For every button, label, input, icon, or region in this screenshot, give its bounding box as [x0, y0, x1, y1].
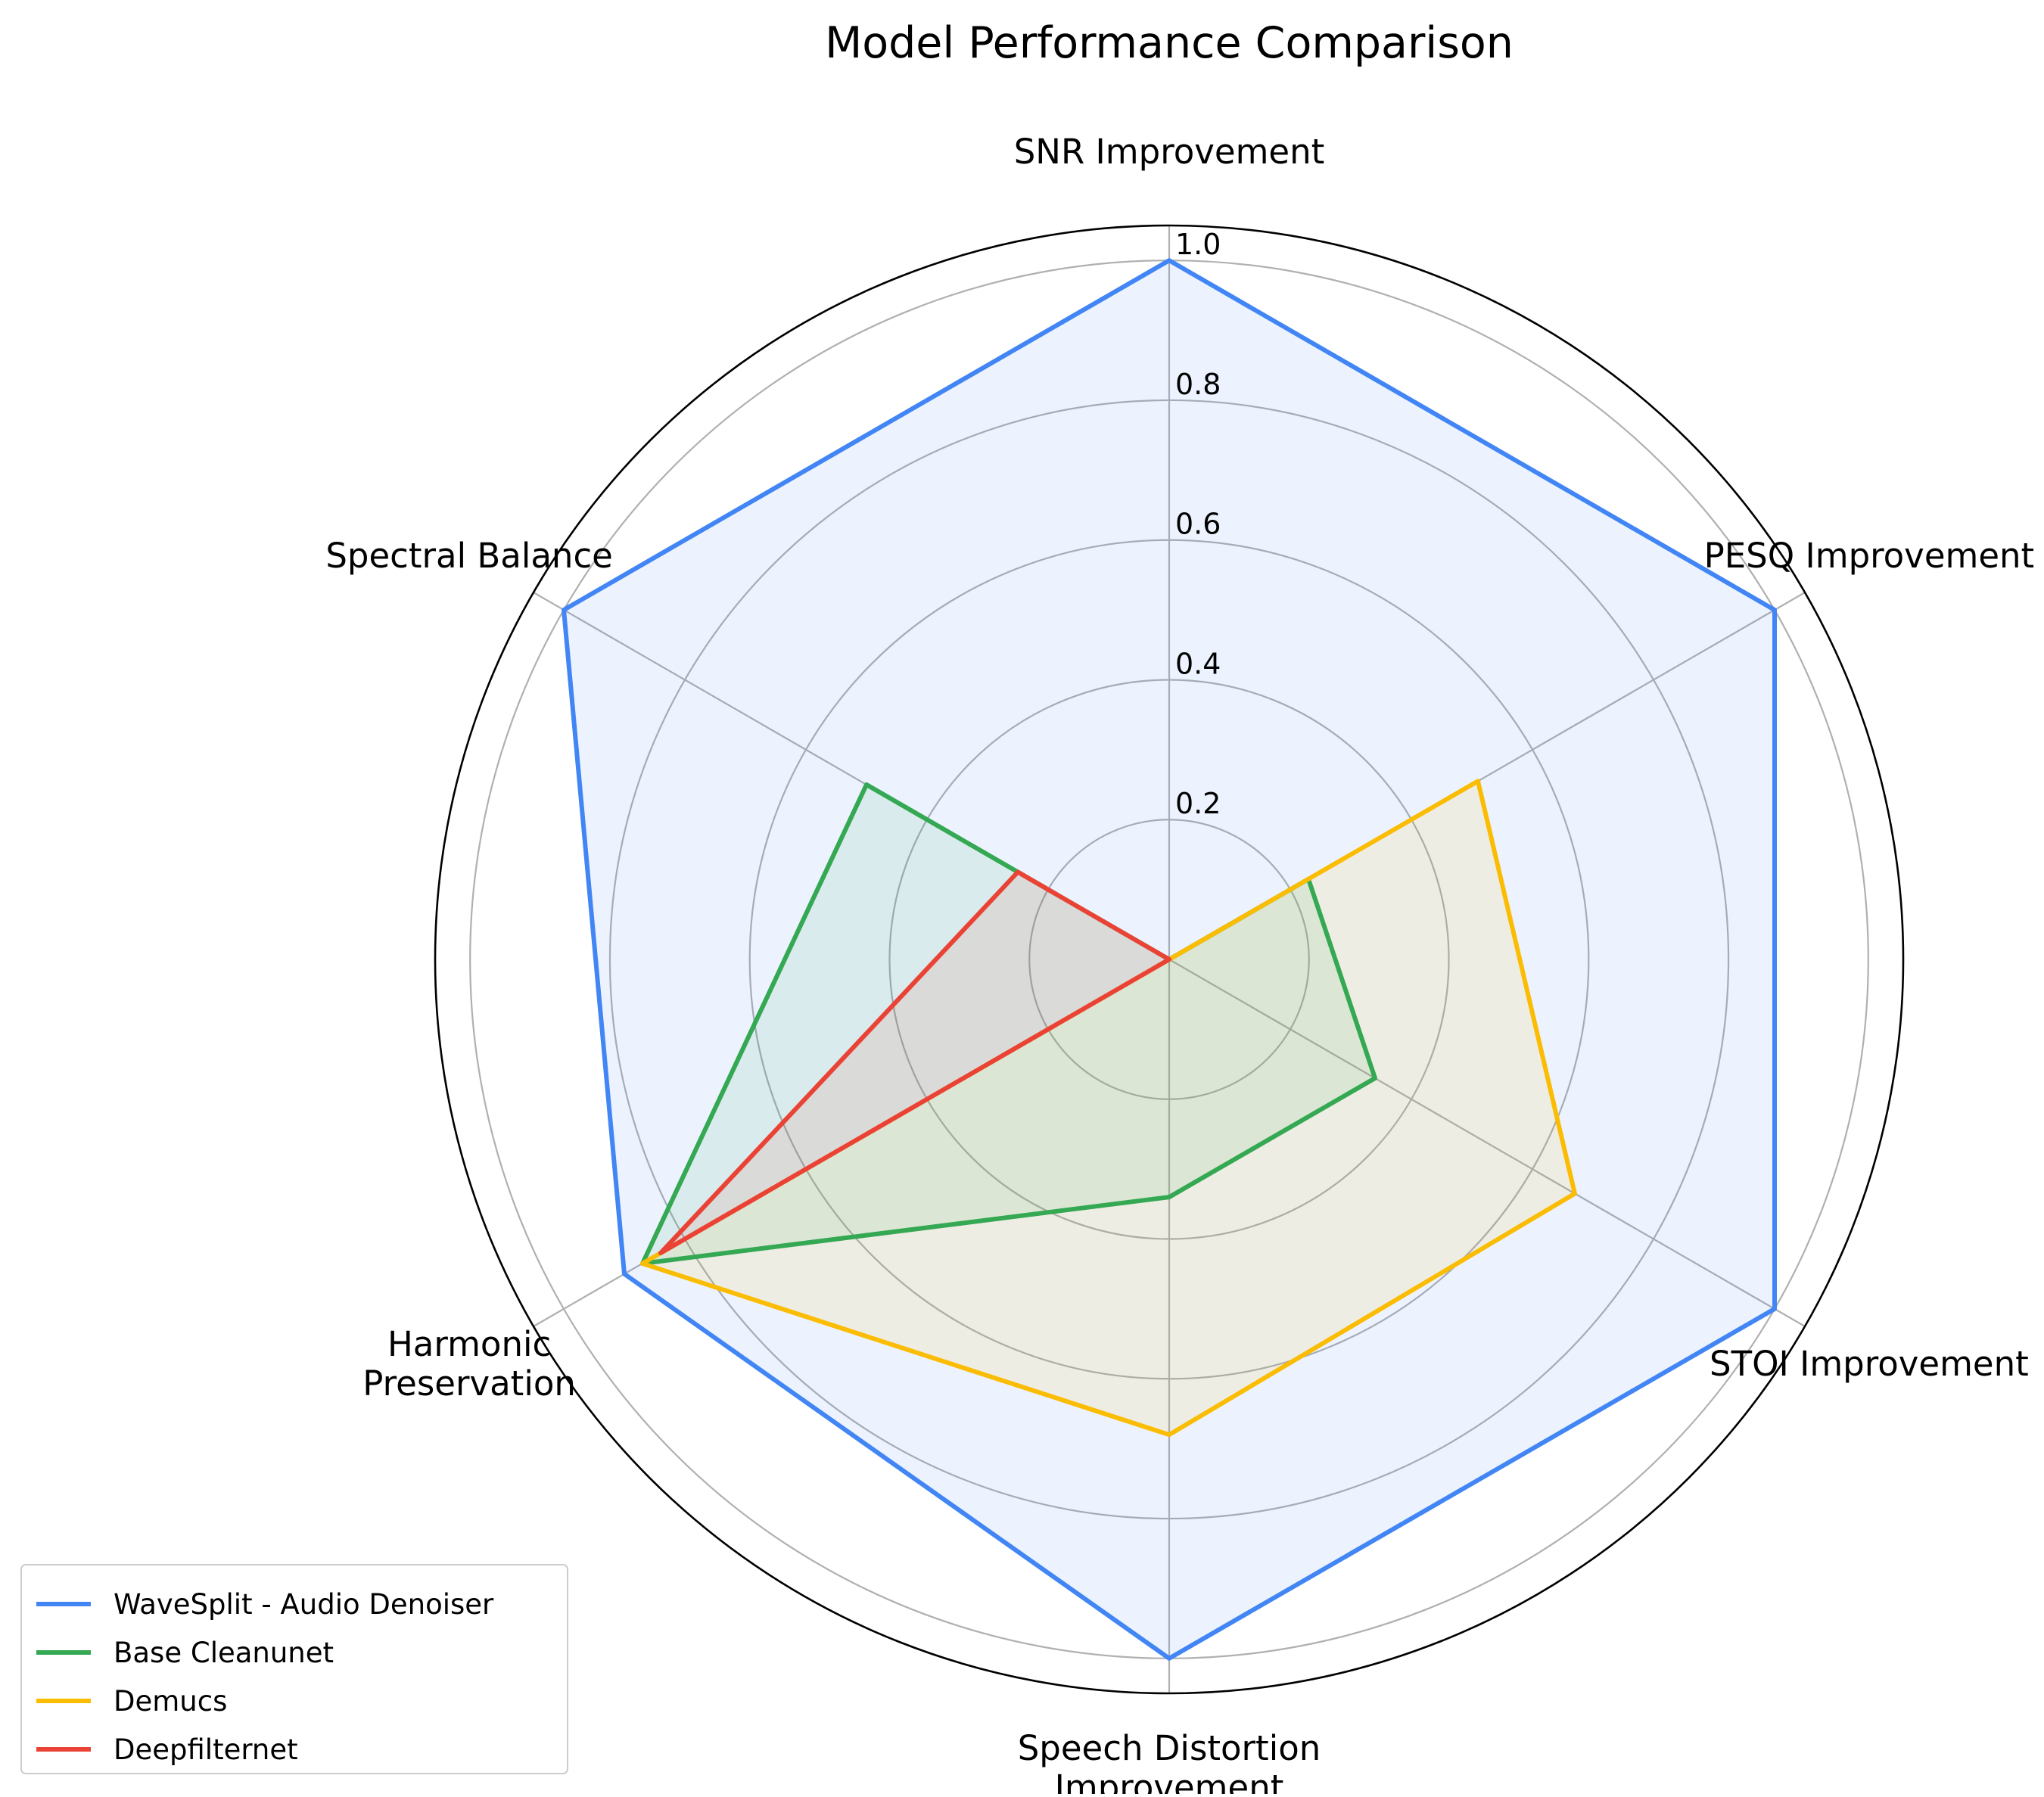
series-fill-1 [642, 785, 1375, 1264]
axis-label-0: SNR Improvement [1014, 132, 1325, 172]
series-line-0 [562, 258, 1777, 1661]
axis-label-line: Speech Distortion [1018, 1728, 1321, 1768]
series-fill-2 [642, 781, 1575, 1435]
axis-label-line: SNR Improvement [1014, 132, 1325, 172]
polar-frame [434, 224, 1905, 1695]
axis-label-5: Spectral Balance [325, 536, 613, 576]
series-fill-layer [564, 260, 1775, 1659]
axis-label-2: STOI Improvement [1710, 1344, 2029, 1384]
radial-tick-label-0: 0.2 [1175, 787, 1221, 820]
radial-tick-label-3: 0.8 [1175, 368, 1221, 401]
axis-label-line: STOI Improvement [1710, 1344, 2029, 1384]
legend-label-1: Base Cleanunet [114, 1637, 334, 1669]
radial-tick-label-2: 0.6 [1175, 508, 1221, 541]
series-line-3 [658, 869, 1171, 1255]
legend-frame [20, 1564, 568, 1774]
axis-label-line: Preservation [362, 1363, 576, 1404]
legend: WaveSplit - Audio Denoiser Base Cleanunet… [20, 1564, 568, 1774]
radial-tick-labels: 0.2 0.4 0.6 0.8 1.0 [1175, 228, 1221, 820]
series-fill-3 [661, 872, 1169, 1253]
axis-label-line: Improvement [1055, 1767, 1284, 1794]
radial-tick-label-1: 0.4 [1175, 647, 1221, 680]
axis-label-line: Spectral Balance [325, 536, 613, 576]
axis-label-3: Speech Distortion Improvement [1018, 1728, 1321, 1794]
radial-tick-label-4: 1.0 [1175, 228, 1221, 261]
axis-label-4: Harmonic Preservation [362, 1324, 576, 1404]
axis-label-1: PESQ Improvement [1704, 536, 2035, 576]
axis-label-line: Harmonic [387, 1324, 551, 1364]
axis-spoke-2 [1168, 959, 1806, 1327]
legend-label-0: WaveSplit - Audio Denoiser [114, 1588, 494, 1621]
chart-title: Model Performance Comparison [825, 18, 1514, 68]
axis-label-line: PESQ Improvement [1704, 536, 2035, 576]
legend-label-2: Demucs [114, 1685, 227, 1718]
legend-label-3: Deepfilternet [114, 1733, 298, 1766]
axis-labels: SNR Improvement PESQ Improvement STOI Impr… [325, 132, 2035, 1797]
series-line-layer [562, 258, 1777, 1661]
